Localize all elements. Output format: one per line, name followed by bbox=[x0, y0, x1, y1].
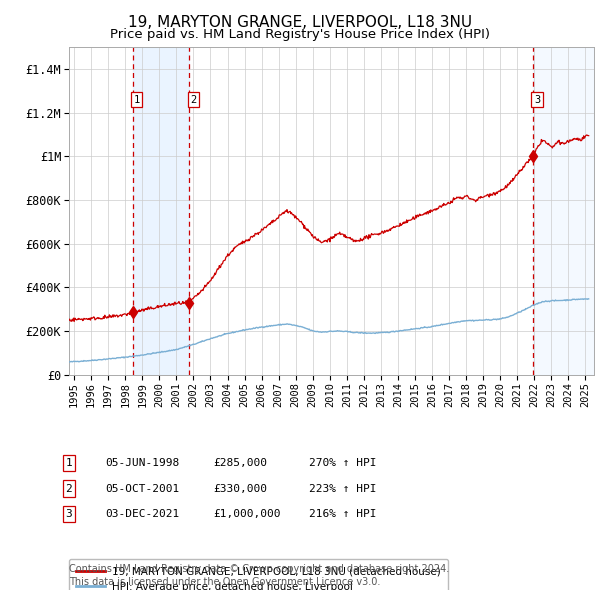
Text: 19, MARYTON GRANGE, LIVERPOOL, L18 3NU: 19, MARYTON GRANGE, LIVERPOOL, L18 3NU bbox=[128, 15, 472, 30]
Text: 270% ↑ HPI: 270% ↑ HPI bbox=[309, 458, 377, 468]
Text: Contains HM Land Registry data © Crown copyright and database right 2024.
This d: Contains HM Land Registry data © Crown c… bbox=[69, 564, 449, 587]
Text: 2: 2 bbox=[190, 94, 196, 104]
Bar bbox=[133, 47, 190, 375]
Text: 216% ↑ HPI: 216% ↑ HPI bbox=[309, 509, 377, 519]
Text: £1,000,000: £1,000,000 bbox=[213, 509, 281, 519]
Text: 3: 3 bbox=[65, 509, 73, 519]
Text: 223% ↑ HPI: 223% ↑ HPI bbox=[309, 484, 377, 493]
Text: 1: 1 bbox=[65, 458, 73, 468]
Text: 1: 1 bbox=[133, 94, 140, 104]
Text: £330,000: £330,000 bbox=[213, 484, 267, 493]
Text: 2: 2 bbox=[65, 484, 73, 493]
Legend: 19, MARYTON GRANGE, LIVERPOOL, L18 3NU (detached house), HPI: Average price, det: 19, MARYTON GRANGE, LIVERPOOL, L18 3NU (… bbox=[69, 559, 448, 590]
Text: 05-JUN-1998: 05-JUN-1998 bbox=[105, 458, 179, 468]
Text: 3: 3 bbox=[534, 94, 540, 104]
Text: 03-DEC-2021: 03-DEC-2021 bbox=[105, 509, 179, 519]
Text: Price paid vs. HM Land Registry's House Price Index (HPI): Price paid vs. HM Land Registry's House … bbox=[110, 28, 490, 41]
Text: 05-OCT-2001: 05-OCT-2001 bbox=[105, 484, 179, 493]
Text: £285,000: £285,000 bbox=[213, 458, 267, 468]
Bar bbox=[533, 47, 594, 375]
